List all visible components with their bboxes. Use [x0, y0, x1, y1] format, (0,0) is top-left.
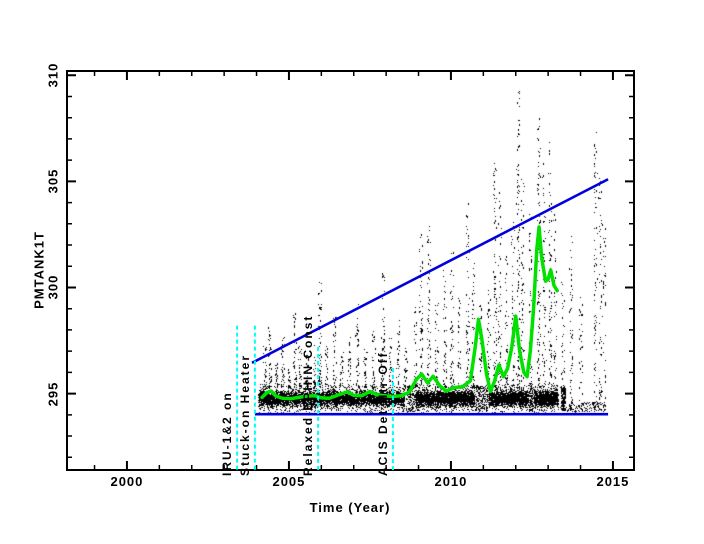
major-ticks [67, 71, 634, 470]
running-mean-line [260, 225, 559, 401]
upper-limit-line [251, 178, 609, 364]
plot-frame [66, 70, 635, 471]
minor-ticks [67, 71, 634, 470]
